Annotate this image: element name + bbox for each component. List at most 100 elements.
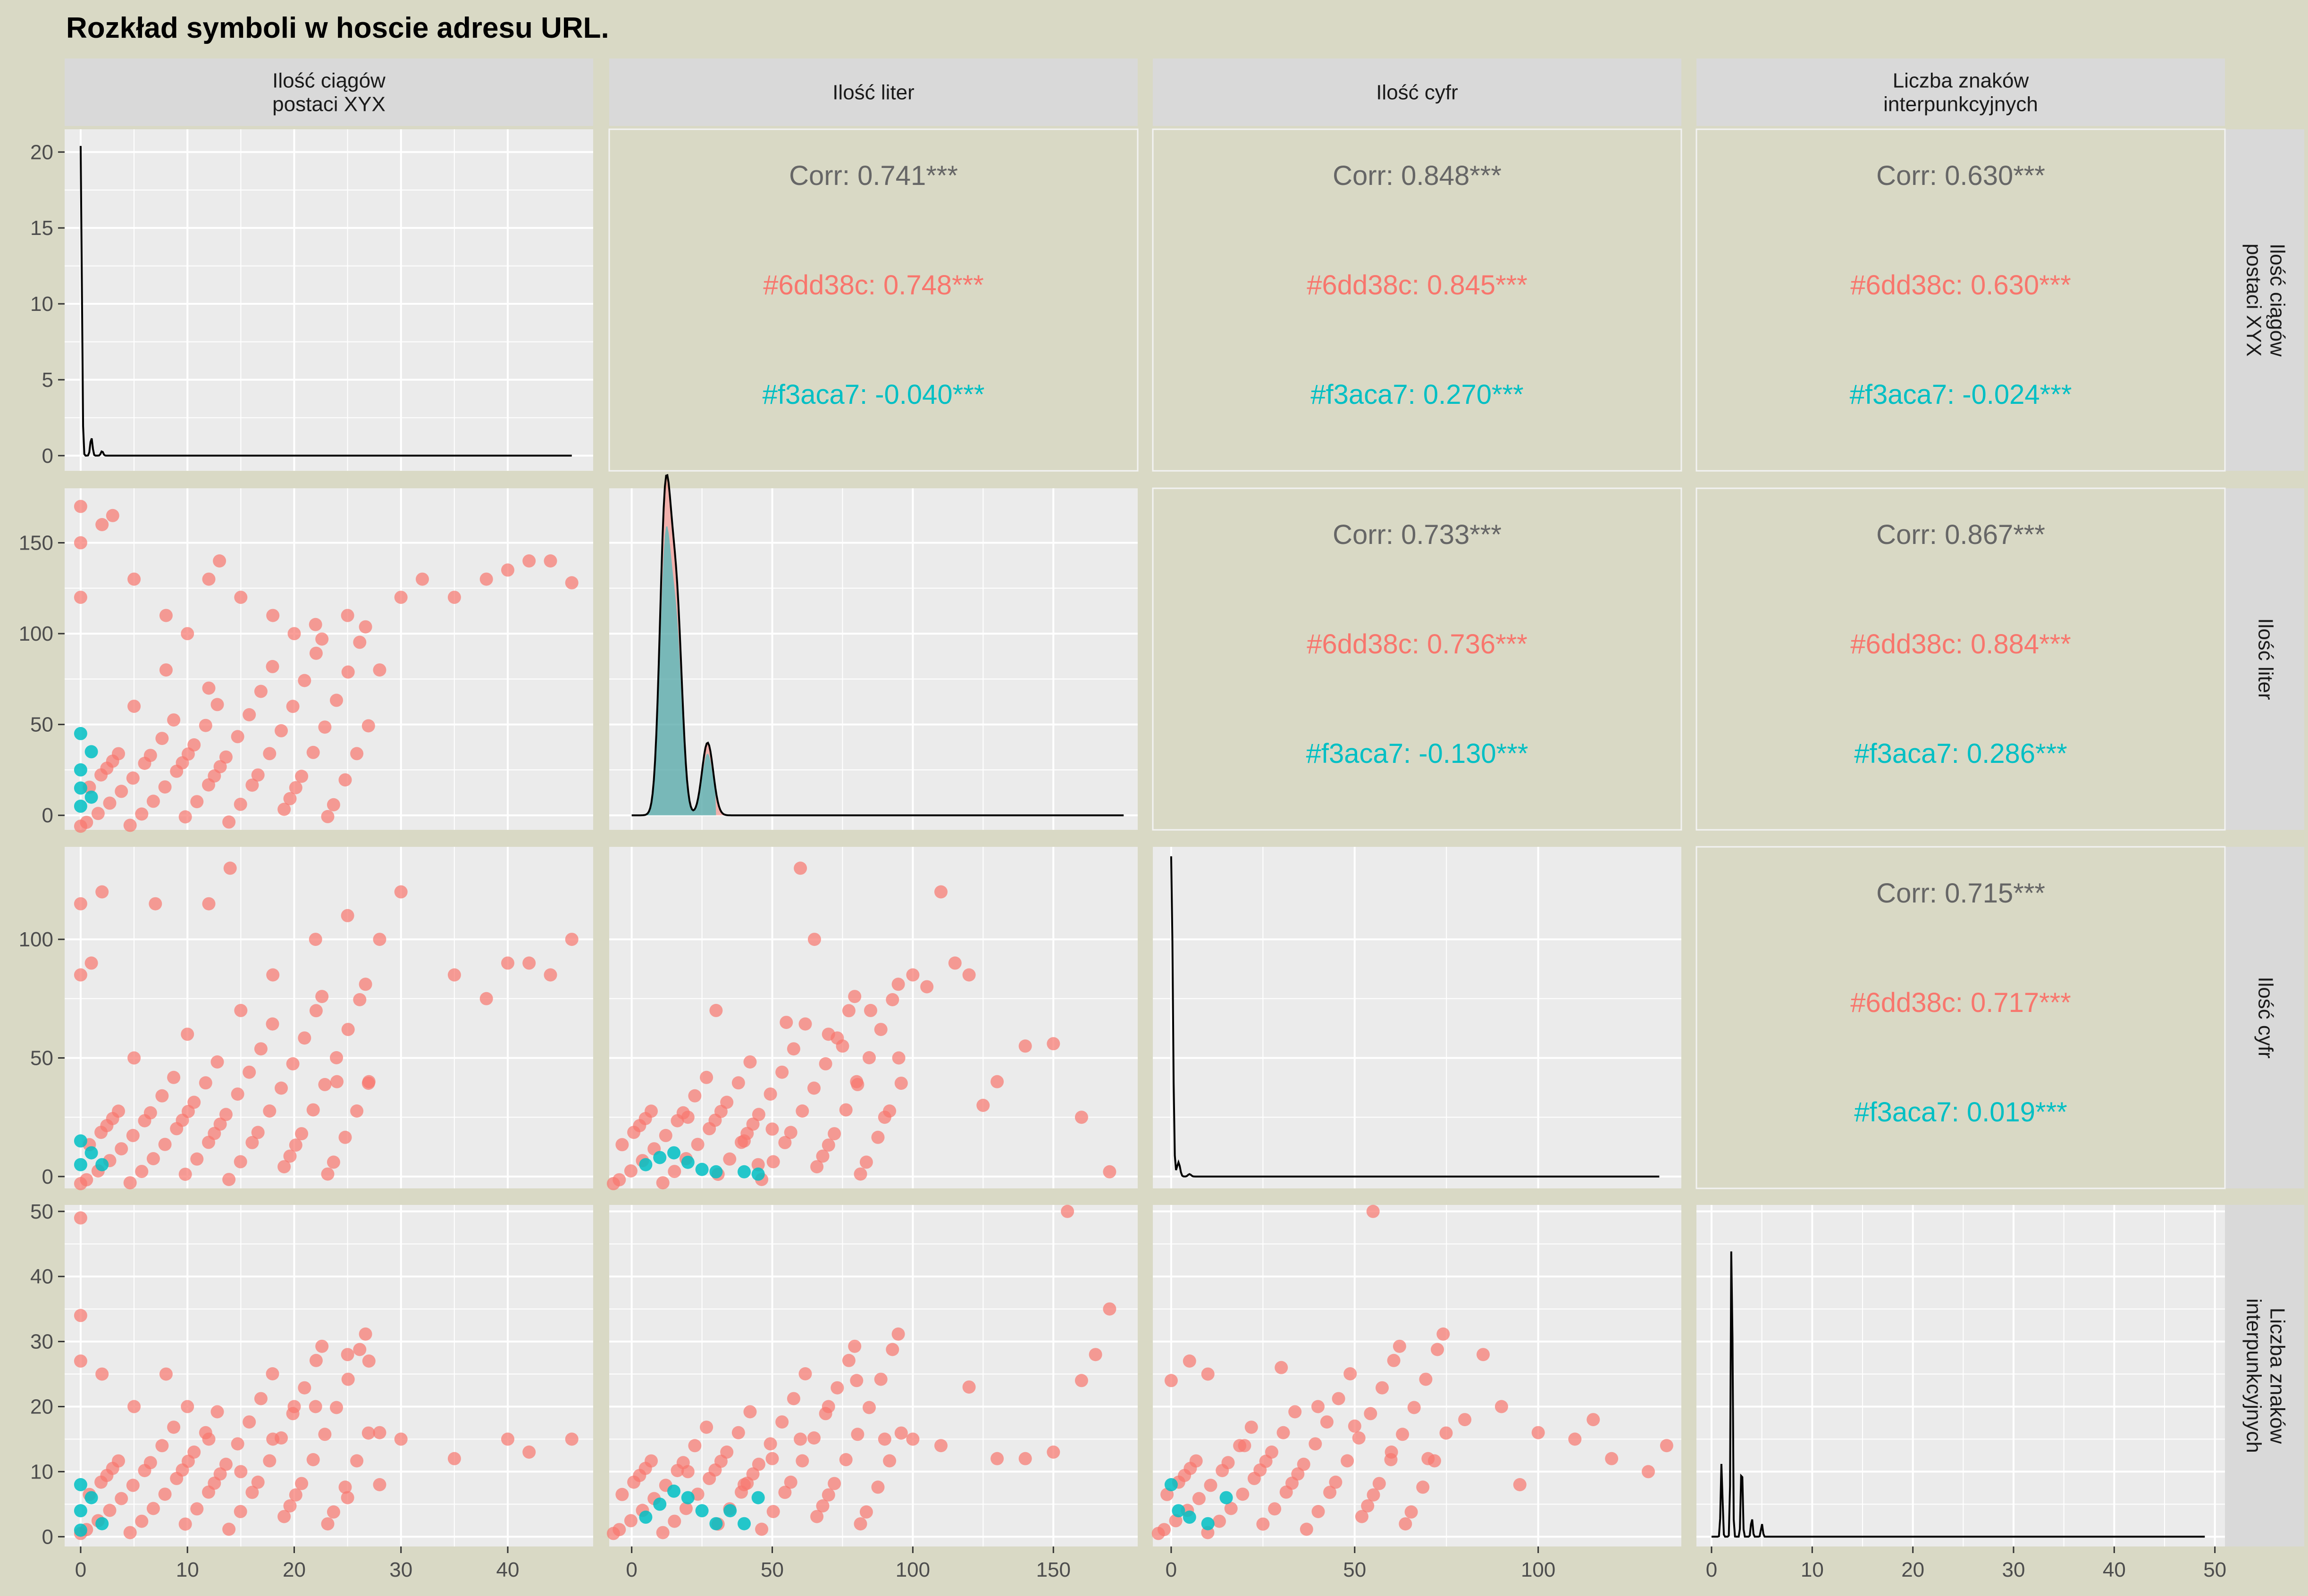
corr-group1: #6dd38c: 0.717*** xyxy=(1850,987,2071,1018)
scatter-point-group1 xyxy=(251,1475,265,1489)
scatter-point-group1 xyxy=(219,1457,233,1471)
scatter-point-group2 xyxy=(74,1504,87,1518)
scatter-point-group1 xyxy=(353,635,367,649)
scatter-point-group1 xyxy=(851,1428,864,1441)
scatter-point-group1 xyxy=(155,1439,169,1453)
scatter-point-group1 xyxy=(254,685,268,698)
scatter-point-group1 xyxy=(289,1488,302,1502)
scatter-point-group1 xyxy=(126,1479,140,1492)
scatter-point-group1 xyxy=(633,1469,646,1482)
scatter-point-group1 xyxy=(1189,1454,1203,1468)
scatter-point-group1 xyxy=(266,660,279,673)
scatter-point-group1 xyxy=(373,1426,386,1439)
scatter-point-group1 xyxy=(74,1211,87,1225)
corr-group2: #f3aca7: 0.019*** xyxy=(1854,1097,2067,1128)
y-tick-label: 30 xyxy=(30,1330,53,1354)
x-tick-label: 50 xyxy=(2203,1558,2226,1581)
panel-background xyxy=(65,488,593,830)
y-tick-label: 10 xyxy=(30,1460,53,1483)
panel-background xyxy=(609,847,1138,1188)
scatter-point-group1 xyxy=(146,794,160,808)
scatter-point-group1 xyxy=(544,554,557,568)
scatter-point-group1 xyxy=(350,747,364,760)
scatter-point-group1 xyxy=(210,1405,224,1419)
scatter-point-group1 xyxy=(277,1510,291,1523)
scatter-point-group1 xyxy=(906,968,920,982)
scatter-point-group1 xyxy=(115,1142,128,1156)
density-line xyxy=(1712,1251,2205,1538)
scatter-point-group1 xyxy=(187,1095,201,1109)
x-tick-label: 10 xyxy=(1801,1558,1824,1581)
scatter-point-group1 xyxy=(1311,1400,1325,1413)
scatter-point-group1 xyxy=(243,1065,256,1079)
scatter-point-group1 xyxy=(700,1070,713,1084)
corr-panel xyxy=(1695,846,2226,1189)
scatter-point-group1 xyxy=(892,1051,906,1065)
scatter-point-group1 xyxy=(778,1136,792,1149)
corr-group2: #f3aca7: 0.286*** xyxy=(1854,738,2067,769)
scatter-point-group1 xyxy=(1311,1505,1325,1518)
scatter-point-group1 xyxy=(1419,1372,1433,1386)
scatter-point-group1 xyxy=(615,1487,629,1501)
scatter-point-group1 xyxy=(1018,1039,1032,1053)
scatter-point-group1 xyxy=(74,1309,87,1322)
scatter-point-group1 xyxy=(447,968,461,982)
scatter-point-group1 xyxy=(864,1003,877,1017)
scatter-point-group1 xyxy=(1341,1454,1354,1468)
scatter-point-group1 xyxy=(341,609,354,622)
scatter-point-group1 xyxy=(1364,1407,1377,1421)
scatter-point-group1 xyxy=(298,674,311,687)
scatter-point-group2 xyxy=(709,1165,723,1178)
scatter-point-group1 xyxy=(700,1421,713,1434)
scatter-point-group1 xyxy=(95,518,109,531)
scatter-point-group1 xyxy=(135,807,149,821)
scatter-point-group1 xyxy=(223,861,237,875)
scatter-point-group1 xyxy=(1158,1523,1171,1537)
scatter-point-group2 xyxy=(723,1504,737,1518)
scatter-point-group1 xyxy=(330,694,343,707)
scatter-point-group1 xyxy=(74,968,87,982)
scatter-point-group1 xyxy=(731,1426,745,1439)
scatter-point-group1 xyxy=(309,933,322,946)
scatter-point-group1 xyxy=(306,1103,320,1117)
y-tick-label: 0 xyxy=(42,1165,53,1188)
scatter-point-group1 xyxy=(723,1152,737,1166)
scatter-point-group1 xyxy=(886,993,899,1006)
scatter-point-group1 xyxy=(158,1487,172,1501)
scatter-point-group1 xyxy=(286,700,300,713)
scatter-point-group1 xyxy=(361,1077,375,1090)
scatter-point-group1 xyxy=(751,1158,765,1171)
scatter-point-group1 xyxy=(190,1502,204,1516)
scatter-point-group1 xyxy=(266,1017,279,1031)
scatter-point-group1 xyxy=(127,572,141,586)
scatter-point-group2 xyxy=(74,781,87,795)
scatter-point-group1 xyxy=(143,749,157,762)
scatter-point-group1 xyxy=(266,609,280,622)
scatter-point-group1 xyxy=(341,1372,355,1386)
scatter-point-group1 xyxy=(167,1421,181,1434)
y-tick-label: 20 xyxy=(30,1395,53,1419)
scatter-point-group1 xyxy=(874,1372,888,1386)
scatter-point-group1 xyxy=(234,1003,248,1017)
x-tick-label: 20 xyxy=(1901,1558,1924,1581)
scatter-point-group1 xyxy=(100,1119,114,1132)
scatter-point-group1 xyxy=(731,1076,745,1090)
scatter-point-group1 xyxy=(361,719,375,733)
scatter-point-group1 xyxy=(208,1476,221,1490)
scatter-point-group1 xyxy=(158,1137,172,1151)
scatter-point-group1 xyxy=(624,1514,638,1528)
scatter-point-group1 xyxy=(126,1128,140,1142)
scatter-point-group1 xyxy=(1164,1374,1178,1387)
scatter-point-group1 xyxy=(361,1426,375,1440)
scatter-point-group1 xyxy=(883,1104,897,1118)
scatter-point-group1 xyxy=(1061,1204,1074,1218)
scatter-point-group1 xyxy=(353,1343,367,1356)
corr-overall: Corr: 0.741*** xyxy=(789,160,958,191)
y-tick-label: 150 xyxy=(19,532,53,555)
scatter-point-group1 xyxy=(190,1152,204,1166)
corr-group2: #f3aca7: -0.130*** xyxy=(1306,738,1528,769)
scatter-point-group2 xyxy=(95,1517,109,1530)
scatter-point-group1 xyxy=(222,1522,236,1536)
